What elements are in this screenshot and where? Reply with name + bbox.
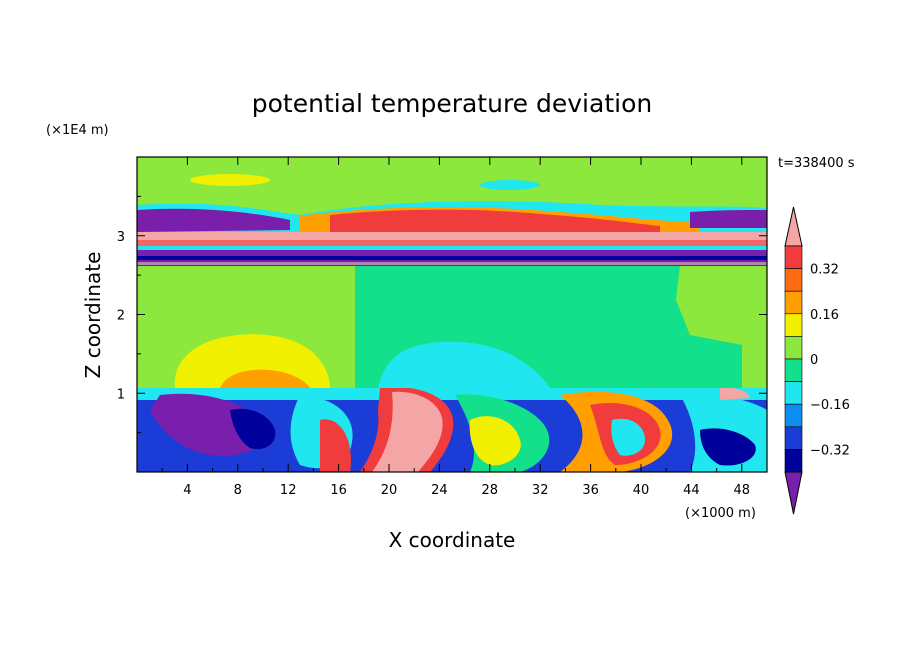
y-axis-ticks: 1 2 3 <box>117 195 767 434</box>
colorbar-segment <box>784 268 803 292</box>
x-tick-label: 36 <box>582 483 599 498</box>
colorbar-tick-label: −0.32 <box>810 443 850 458</box>
colorbar-tick-label: 0.16 <box>810 308 839 323</box>
colorbar-segment <box>784 381 803 405</box>
time-label: t=338400 s <box>778 156 855 171</box>
x-tick-label: 16 <box>330 483 347 498</box>
x-tick-label: 40 <box>633 483 650 498</box>
x-tick-label: 28 <box>482 483 499 498</box>
contour-field <box>137 157 767 472</box>
colorbar-tick-label: 0.32 <box>810 263 839 278</box>
y-tick-label: 3 <box>117 230 125 245</box>
x-tick-label: 44 <box>683 483 700 498</box>
chart-title: potential temperature deviation <box>252 89 652 118</box>
x-tick-label: 20 <box>381 483 398 498</box>
y-tick-label: 2 <box>117 309 125 324</box>
x-tick-label: 48 <box>734 483 751 498</box>
colorbar-tick-label: 0 <box>810 353 818 368</box>
y-tick-label: 1 <box>117 387 125 402</box>
colorbar-max-triangle <box>784 206 803 247</box>
x-axis-label: X coordinate <box>389 528 516 552</box>
colorbar-segment <box>784 403 803 428</box>
colorbar: 0.32 0.16 0 −0.16 −0.32 <box>784 206 850 515</box>
x-unit-label: (×1000 m) <box>685 506 756 521</box>
colorbar-segment <box>784 449 803 473</box>
colorbar-segment <box>784 245 803 269</box>
x-tick-label: 24 <box>431 483 448 498</box>
colorbar-segment <box>784 313 803 337</box>
colorbar-tick-label: −0.16 <box>810 398 850 413</box>
x-tick-label: 12 <box>280 483 297 498</box>
y-unit-label: (×1E4 m) <box>46 123 109 138</box>
colorbar-segment <box>784 426 803 450</box>
x-tick-label: 4 <box>183 483 191 498</box>
colorbar-segment <box>784 336 803 360</box>
colorbar-min-triangle <box>784 471 803 515</box>
x-tick-label: 32 <box>532 483 549 498</box>
colorbar-segment <box>784 358 803 382</box>
x-axis-ticks: 4 8 12 16 20 24 28 32 36 40 44 48 <box>161 157 751 498</box>
x-tick-label: 8 <box>234 483 242 498</box>
colorbar-segment <box>784 290 803 315</box>
y-axis-label: Z coordinate <box>81 252 105 379</box>
